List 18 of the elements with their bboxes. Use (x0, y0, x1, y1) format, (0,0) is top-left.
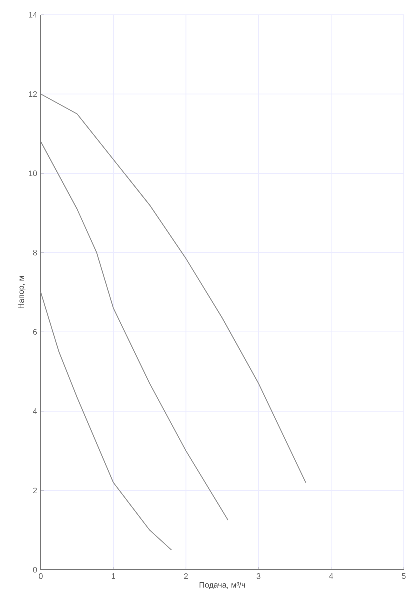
x-tick-label: 5 (402, 574, 406, 580)
y-tick-label: 6 (33, 329, 38, 335)
y-tick-label: 0 (33, 567, 38, 573)
x-tick-label: 2 (184, 574, 188, 580)
y-tick-label: 10 (29, 170, 38, 176)
y-tick-label: 2 (33, 488, 38, 494)
x-tick-label: 4 (329, 574, 334, 580)
y-tick-label: 12 (29, 92, 38, 98)
x-tick-label: 0 (39, 574, 43, 580)
x-axis-title: Подача, м³/ч (200, 582, 246, 590)
y-tick-label: 8 (33, 250, 38, 256)
y-tick-label: 14 (29, 12, 38, 18)
line-series (40, 292, 172, 551)
x-tick-label: 1 (112, 574, 116, 580)
x-tick-label: 3 (256, 574, 261, 580)
y-tick-label: 4 (33, 408, 38, 414)
y-axis-title: Напор, м (18, 276, 26, 309)
line-series (40, 141, 229, 521)
